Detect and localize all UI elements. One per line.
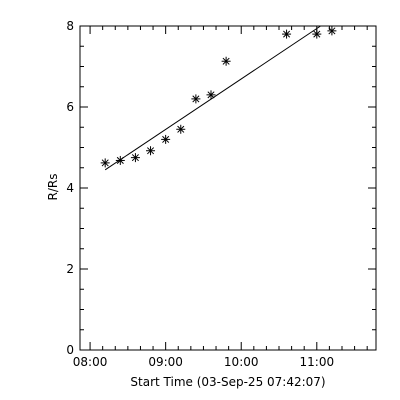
data-point [176,124,186,134]
y-tick-label: 8 [66,19,74,33]
x-tick-label: 11:00 [300,355,335,369]
data-point [312,29,322,39]
y-axis: 0 2 4 6 8 [66,19,376,357]
data-point [100,158,110,168]
data-point [191,94,201,104]
data-point [327,26,337,36]
y-axis-title: R/Rs [46,174,60,201]
plot-border [79,25,377,351]
data-point [146,146,156,156]
y-tick-label: 6 [66,100,74,114]
x-tick-label: 08:00 [73,355,108,369]
data-points [100,26,337,168]
y-tick-label: 4 [66,181,74,195]
x-axis: 08:00 09:00 10:00 11:00 [73,26,368,369]
fit-line-group [104,25,321,171]
y-tick-label: 2 [66,262,74,276]
data-point [282,29,292,39]
x-tick-label: 09:00 [148,355,183,369]
data-point [161,134,171,144]
data-point [221,56,231,66]
x-axis-title: Start Time (03-Sep-25 07:42:07) [130,375,325,389]
data-point [130,153,140,163]
fit-line [104,25,321,171]
plot-frame [79,25,377,351]
data-point [115,155,125,165]
data-point [206,90,216,100]
x-tick-label: 10:00 [224,355,259,369]
y-tick-label: 0 [66,343,74,357]
